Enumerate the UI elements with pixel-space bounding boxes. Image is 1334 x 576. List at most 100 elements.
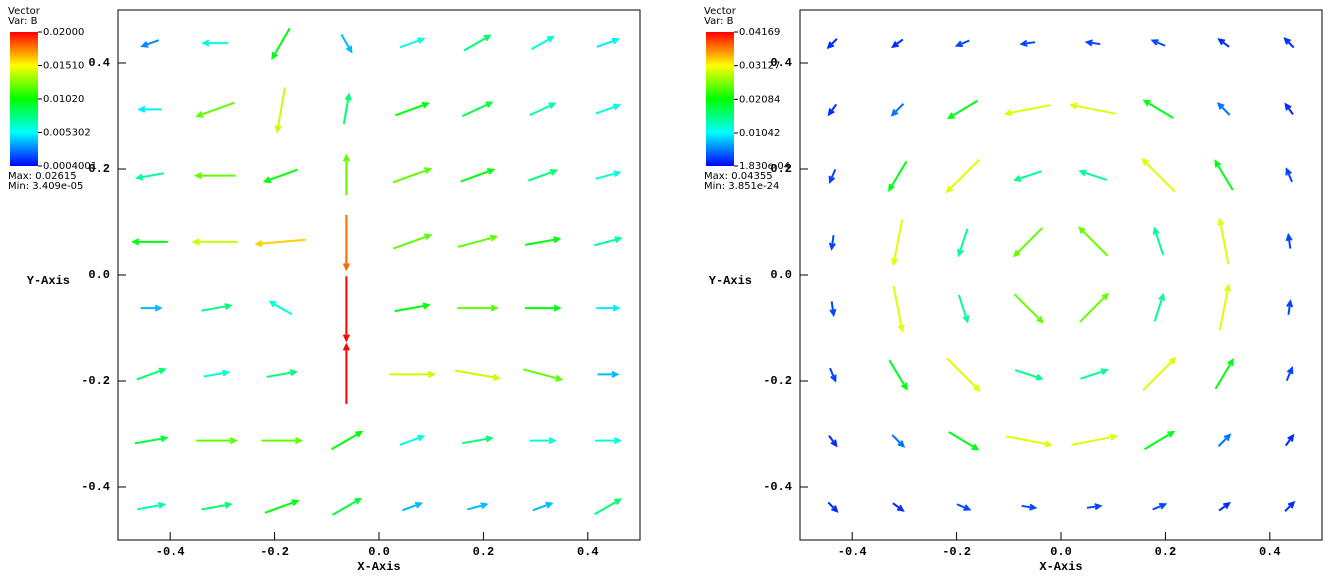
vector-arrow <box>522 368 564 382</box>
y-axis-label: Y-Axis <box>27 274 70 288</box>
vector-arrow <box>596 37 620 48</box>
colorbar <box>706 32 734 166</box>
vector-arrow <box>140 39 160 48</box>
colorbar-tick-label: 0.02000 <box>43 27 84 38</box>
vector-arrow <box>532 501 554 512</box>
vector-arrow <box>597 370 620 378</box>
vector-arrow <box>136 367 167 381</box>
vector-arrow <box>1217 217 1230 265</box>
legend-variable: Var: B <box>8 16 38 27</box>
vector-arrow <box>1071 433 1119 446</box>
y-axis-label: Y-Axis <box>709 274 752 288</box>
vector-arrow <box>1284 433 1295 447</box>
vector-arrow <box>1284 500 1296 512</box>
y-tick-label: -0.4 <box>763 480 792 494</box>
vector-arrow <box>1141 158 1176 193</box>
y-tick-label: -0.2 <box>81 374 110 388</box>
vector-arrow <box>1078 226 1109 257</box>
vector-arrow <box>394 302 431 313</box>
vector-arrow <box>274 87 286 134</box>
vector-arrow <box>399 434 426 446</box>
vector-arrow <box>946 99 978 120</box>
vector-arrow <box>1152 226 1165 256</box>
vector-arrow <box>1012 227 1043 258</box>
x-tick-label: -0.2 <box>260 545 289 559</box>
vector-arrow <box>828 235 836 251</box>
x-axis-label: X-Axis <box>357 560 400 574</box>
vector-arrow <box>1069 102 1117 115</box>
vector-arrow <box>134 435 169 445</box>
y-tick-label: 0.2 <box>88 162 110 176</box>
vector-arrow <box>203 369 231 378</box>
vector-arrow <box>948 431 980 451</box>
vector-arrow <box>956 503 972 511</box>
y-tick-label: 0.0 <box>770 268 792 282</box>
vector-arrow <box>1142 356 1177 392</box>
vector-arrow <box>892 285 905 333</box>
vector-arrow <box>254 238 306 248</box>
vector-arrow <box>1285 366 1294 381</box>
vector-arrow <box>1217 433 1232 447</box>
vector-arrow <box>193 172 236 180</box>
vector-arrow <box>829 367 837 383</box>
vector-arrow <box>1013 170 1042 182</box>
legend-max: Max: 0.02615 <box>8 171 77 182</box>
vector-arrow <box>891 434 906 448</box>
vector-arrow <box>1014 369 1044 381</box>
vector-arrow <box>1019 39 1036 47</box>
vector-arrow <box>395 101 430 117</box>
vector-arrow <box>131 238 168 246</box>
vector-arrow <box>828 435 838 448</box>
vector-arrow <box>266 369 298 378</box>
vector-arrow <box>467 502 489 511</box>
vector-arrow <box>137 501 167 511</box>
vector-arrow <box>201 302 233 312</box>
vector-arrow <box>595 437 623 445</box>
vector-arrow <box>524 304 562 312</box>
x-tick-label: 0.4 <box>577 545 599 559</box>
vector-arrow <box>462 435 494 445</box>
vector-arrow <box>827 501 839 513</box>
vector-arrow <box>595 170 622 180</box>
legend-variable: Var: B <box>704 16 734 27</box>
vector-arrow <box>1284 102 1294 115</box>
x-tick-label: 0.0 <box>1050 545 1072 559</box>
vector-arrow <box>891 38 904 49</box>
vector-arrow <box>529 437 557 445</box>
vector-arrow <box>1078 169 1108 181</box>
y-tick-label: -0.2 <box>763 374 792 388</box>
vector-arrow <box>399 37 426 49</box>
vector-arrow <box>827 103 838 117</box>
vector-arrow <box>596 304 621 312</box>
vector-arrow <box>1150 39 1166 47</box>
x-axis-label: X-Axis <box>1039 560 1082 574</box>
vector-arrow <box>1285 232 1293 249</box>
vector-arrow <box>888 359 908 391</box>
vector-arrow <box>1086 503 1103 511</box>
vector-arrow <box>892 502 905 512</box>
vector-arrow <box>1214 159 1234 191</box>
vector-arrow <box>1003 104 1051 117</box>
vector-arrow <box>594 236 623 247</box>
vector-arrow <box>401 501 424 512</box>
vector-arrow <box>392 233 433 250</box>
plot-frame <box>117 9 641 541</box>
vector-arrow <box>457 234 499 248</box>
vector-arrow <box>1084 39 1101 47</box>
legend-title: Vector <box>8 6 41 17</box>
vector-arrow <box>530 35 555 51</box>
vector-arrow <box>135 172 165 181</box>
vector-arrow <box>261 437 304 445</box>
vector-arrow <box>268 300 293 316</box>
vector-arrow <box>454 369 501 381</box>
y-tick-label: 0.0 <box>88 268 110 282</box>
vector-arrow <box>201 501 233 511</box>
y-tick-label: -0.4 <box>81 480 110 494</box>
vector-arrow <box>1216 102 1231 116</box>
vector-arrow <box>342 276 350 343</box>
vector-arrow <box>461 101 494 118</box>
colorbar <box>10 32 38 166</box>
vector-arrow <box>191 238 239 246</box>
vector-arrow <box>1218 283 1231 331</box>
vector-arrow <box>946 357 981 392</box>
